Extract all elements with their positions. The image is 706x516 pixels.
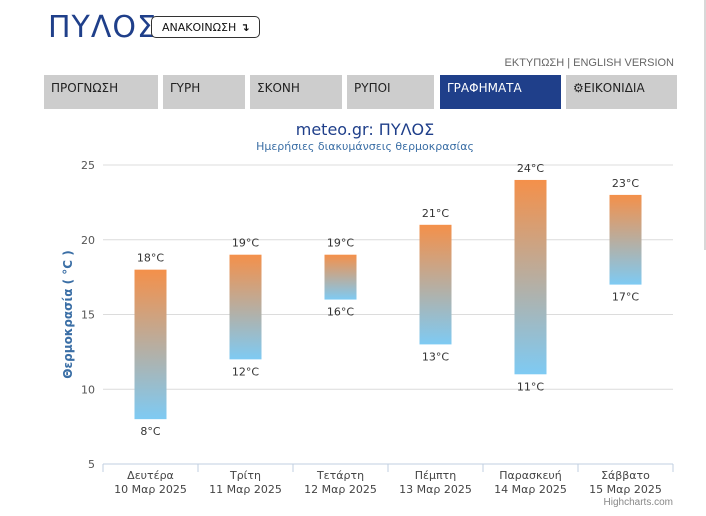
y-tick-label: 10 <box>81 383 95 396</box>
tab-label: ΕΙΚΟΝΙΔΙΑ <box>583 81 645 95</box>
x-tick-label-day: Τρίτη <box>229 469 261 482</box>
low-value-label: 13°C <box>422 350 449 363</box>
link-separator: | <box>567 57 571 69</box>
low-value-label: 17°C <box>612 291 639 304</box>
tab-charts[interactable]: ΓΡΑΦΗΜΑΤΑ <box>440 75 561 109</box>
x-tick-label-date: 15 Μαρ 2025 <box>589 483 662 496</box>
announcement-label: ΑΝΑΚΟΙΝΩΣΗ <box>162 21 237 34</box>
print-link[interactable]: ΕΚΤΥΠΩΣΗ <box>504 57 565 69</box>
high-value-label: 21°C <box>422 207 449 220</box>
high-value-label: 19°C <box>232 237 259 250</box>
chart-subtitle: Ημερήσιες διακυμάνσεις θερμοκρασίας <box>256 140 474 153</box>
x-tick-label-day: Πέμπτη <box>415 469 456 482</box>
low-value-label: 12°C <box>232 365 259 378</box>
chart-title: meteo.gr: ΠΥΛΟΣ <box>296 120 435 139</box>
x-tick-label-day: Τετάρτη <box>316 469 364 482</box>
y-tick-label: 5 <box>88 458 95 471</box>
x-tick-label-day: Δευτέρα <box>127 469 174 482</box>
x-tick-label-date: 11 Μαρ 2025 <box>209 483 282 496</box>
x-tick-label-date: 14 Μαρ 2025 <box>494 483 567 496</box>
tab-label: ΣΚΟΝΗ <box>257 81 300 95</box>
x-tick-label-day: Παρασκευή <box>499 469 562 482</box>
scrollbar[interactable] <box>704 0 706 250</box>
tab-label: ΡΥΠΟΙ <box>354 81 391 95</box>
tab-label: ΠΡΟΓΝΩΣΗ <box>51 81 119 95</box>
high-value-label: 24°C <box>517 162 544 175</box>
y-tick-label: 15 <box>81 309 95 322</box>
tab-dust[interactable]: ΣΚΟΝΗ <box>250 75 342 109</box>
tab-widgets[interactable]: ⚙ΕΙΚΟΝΙΔΙΑ <box>566 75 677 109</box>
y-tick-label: 20 <box>81 234 95 247</box>
gear-icon: ⚙ <box>573 81 584 95</box>
range-bar <box>229 254 262 360</box>
range-bar <box>134 269 167 420</box>
x-tick-label-date: 10 Μαρ 2025 <box>114 483 187 496</box>
tab-forecast[interactable]: ΠΡΟΓΝΩΣΗ <box>44 75 158 109</box>
low-value-label: 11°C <box>517 380 544 393</box>
range-bar <box>419 224 452 345</box>
chart-credits: Highcharts.com <box>604 497 673 508</box>
x-tick-label-date: 12 Μαρ 2025 <box>304 483 377 496</box>
page-title: ΠΥΛΟΣ <box>48 10 157 45</box>
high-value-label: 23°C <box>612 177 639 190</box>
tab-pollutants[interactable]: ΡΥΠΟΙ <box>347 75 434 109</box>
low-value-label: 8°C <box>140 425 160 438</box>
arrow-return-icon: ↴ <box>240 21 250 34</box>
announcement-button[interactable]: ΑΝΑΚΟΙΝΩΣΗ ↴ <box>151 16 261 38</box>
tab-pollen[interactable]: ΓΥΡΗ <box>163 75 245 109</box>
low-value-label: 16°C <box>327 306 354 319</box>
tab-label: ΓΥΡΗ <box>170 81 201 95</box>
range-bar <box>324 254 357 300</box>
range-bar <box>514 179 547 375</box>
y-tick-label: 25 <box>81 159 95 172</box>
tab-label: ΓΡΑΦΗΜΑΤΑ <box>447 81 522 95</box>
x-tick-label-day: Σάββατο <box>601 469 650 482</box>
english-version-link[interactable]: ENGLISH VERSION <box>573 57 674 69</box>
y-axis-title: Θερμοκρασία ( °C ) <box>61 250 75 378</box>
x-tick-label-date: 13 Μαρ 2025 <box>399 483 472 496</box>
range-bar <box>609 194 642 285</box>
high-value-label: 18°C <box>137 252 164 265</box>
top-links: ΕΚΤΥΠΩΣΗ | ENGLISH VERSION <box>505 57 674 69</box>
high-value-label: 19°C <box>327 237 354 250</box>
